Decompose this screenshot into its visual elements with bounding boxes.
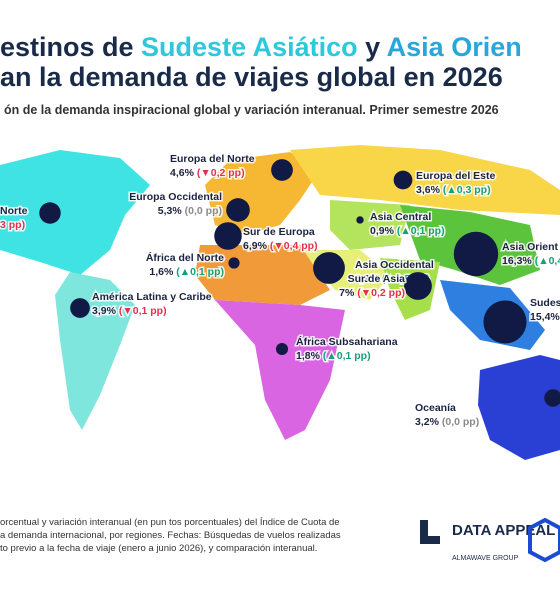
change-label: (▲0,3 pp) <box>443 184 491 196</box>
share-label: 1,8% <box>296 350 321 362</box>
change-label: (▲0,1 pp) <box>176 266 224 278</box>
region-stats: 15,4% <box>530 311 560 323</box>
change-label: (▼0,2 pp) <box>357 287 405 299</box>
bubble <box>393 170 413 190</box>
share-label: 5,3% <box>158 205 183 217</box>
footer: orcentual y variación interanual (en pun… <box>0 517 560 563</box>
logo-icon <box>420 520 440 544</box>
region-stats: 0,9% (▲0,1 pp) <box>370 225 445 237</box>
change-label: (▲0,4 <box>535 255 560 267</box>
bubble <box>214 222 242 250</box>
title-part: Asia Orien <box>387 32 522 62</box>
share-label: 16,3% <box>502 255 532 267</box>
bubble <box>483 300 527 344</box>
region-stats: 6,9% (▼0,4 pp) <box>243 240 318 252</box>
change-label: (▼0,4 pp) <box>270 240 318 252</box>
title-part: Sudeste Asiático <box>141 32 358 62</box>
share-label: 3,2% <box>415 416 440 428</box>
bubble <box>271 159 293 181</box>
eastern-europe <box>290 145 560 215</box>
share-label: 4,6% <box>170 167 195 179</box>
logo-sub: ALMAWAVE GROUP <box>452 555 519 562</box>
bubble <box>356 216 364 224</box>
region-stats: 1,8% (▲0,1 pp) <box>296 350 371 362</box>
change-label: (▲0,1 pp) <box>397 225 445 237</box>
title-part: estinos de <box>0 32 141 62</box>
change-label: (▼0,2 pp) <box>197 167 245 179</box>
region-name: Asia Central <box>370 211 431 223</box>
north-america <box>0 150 150 275</box>
share-label: 7% <box>339 287 355 299</box>
share-label: 8,9% <box>355 273 380 285</box>
share-label: 3,9% <box>92 305 117 317</box>
region-stats: 1,6% (▲0,1 pp) <box>149 266 224 278</box>
share-label: 15,4% <box>530 311 560 323</box>
partner-logo <box>528 517 560 563</box>
region-name: África del Norte <box>146 251 224 264</box>
subtitle: ón de la demanda inspiracional global y … <box>4 103 499 117</box>
bubble <box>404 272 432 300</box>
change-label: 3 pp) <box>0 219 25 231</box>
title-line-2: an la demanda de viajes global en 2026 <box>0 62 503 92</box>
region-name: Sur de Asia <box>348 273 406 285</box>
region-name: Europa Occidental <box>129 191 222 203</box>
regions: Europa del Norte 4,6% (▼0,2 pp) Europa Occ… <box>0 152 560 430</box>
share-label: 1,6% <box>149 266 174 278</box>
region-name: África Subsahariana <box>296 335 398 348</box>
bubble <box>544 389 560 407</box>
region-stats: 5,3% (0,0 pp) <box>158 205 222 217</box>
footer-line: to previo a la fecha de viaje (enero a j… <box>0 543 317 554</box>
region-name: Europa del Este <box>416 170 496 182</box>
region-name: Sur de Europa <box>243 226 315 238</box>
region-stats: 3,6% (▲0,3 pp) <box>416 184 491 196</box>
region-stats: 16,3% (▲0,4 <box>502 255 560 267</box>
share-label: 3,6% <box>416 184 441 196</box>
title-part: y <box>358 32 387 62</box>
oceania <box>478 355 560 460</box>
region-stats: 3,2% (0,0 pp) <box>415 416 479 428</box>
footer-line: orcentual y variación interanual (en pun… <box>0 517 340 528</box>
bubble <box>39 202 61 224</box>
change-label: (▼0,1 pp) <box>119 305 167 317</box>
footer-line: a demanda internacional, por regiones. F… <box>0 530 341 541</box>
north-africa <box>195 245 330 305</box>
region-stats: 3,9% (▼0,1 pp) <box>92 305 167 317</box>
region-name: Sudes <box>530 297 560 309</box>
region-stats: 3 pp) <box>0 219 25 231</box>
change-label: (▲0,1 pp) <box>323 350 371 362</box>
region-name: América Latina y Caribe <box>92 291 212 303</box>
title-line-1: estinos de Sudeste Asiático y Asia Orien <box>0 32 522 62</box>
bubble <box>313 252 345 284</box>
region-stats: 7% (▼0,2 pp) <box>339 287 405 299</box>
bubble <box>226 198 250 222</box>
region-name: Norte <box>0 205 28 217</box>
change-label: (0,0 pp) <box>185 205 222 217</box>
region-name: Asia Orient <box>502 241 559 253</box>
central-asia <box>330 200 410 250</box>
share-label: 0,9% <box>370 225 395 237</box>
region-name: Europa del Norte <box>170 153 255 165</box>
bubble <box>228 257 240 269</box>
region-stats: 4,6% (▼0,2 pp) <box>170 167 245 179</box>
change-label: (0,0 pp) <box>442 416 479 428</box>
share-label: 6,9% <box>243 240 268 252</box>
bubble <box>70 298 90 318</box>
sub-saharan-africa <box>215 300 345 440</box>
region-name: Asia Occidental <box>355 259 434 271</box>
bubble <box>453 231 499 277</box>
region-name: Oceanía <box>415 402 456 414</box>
bubble <box>275 342 289 356</box>
